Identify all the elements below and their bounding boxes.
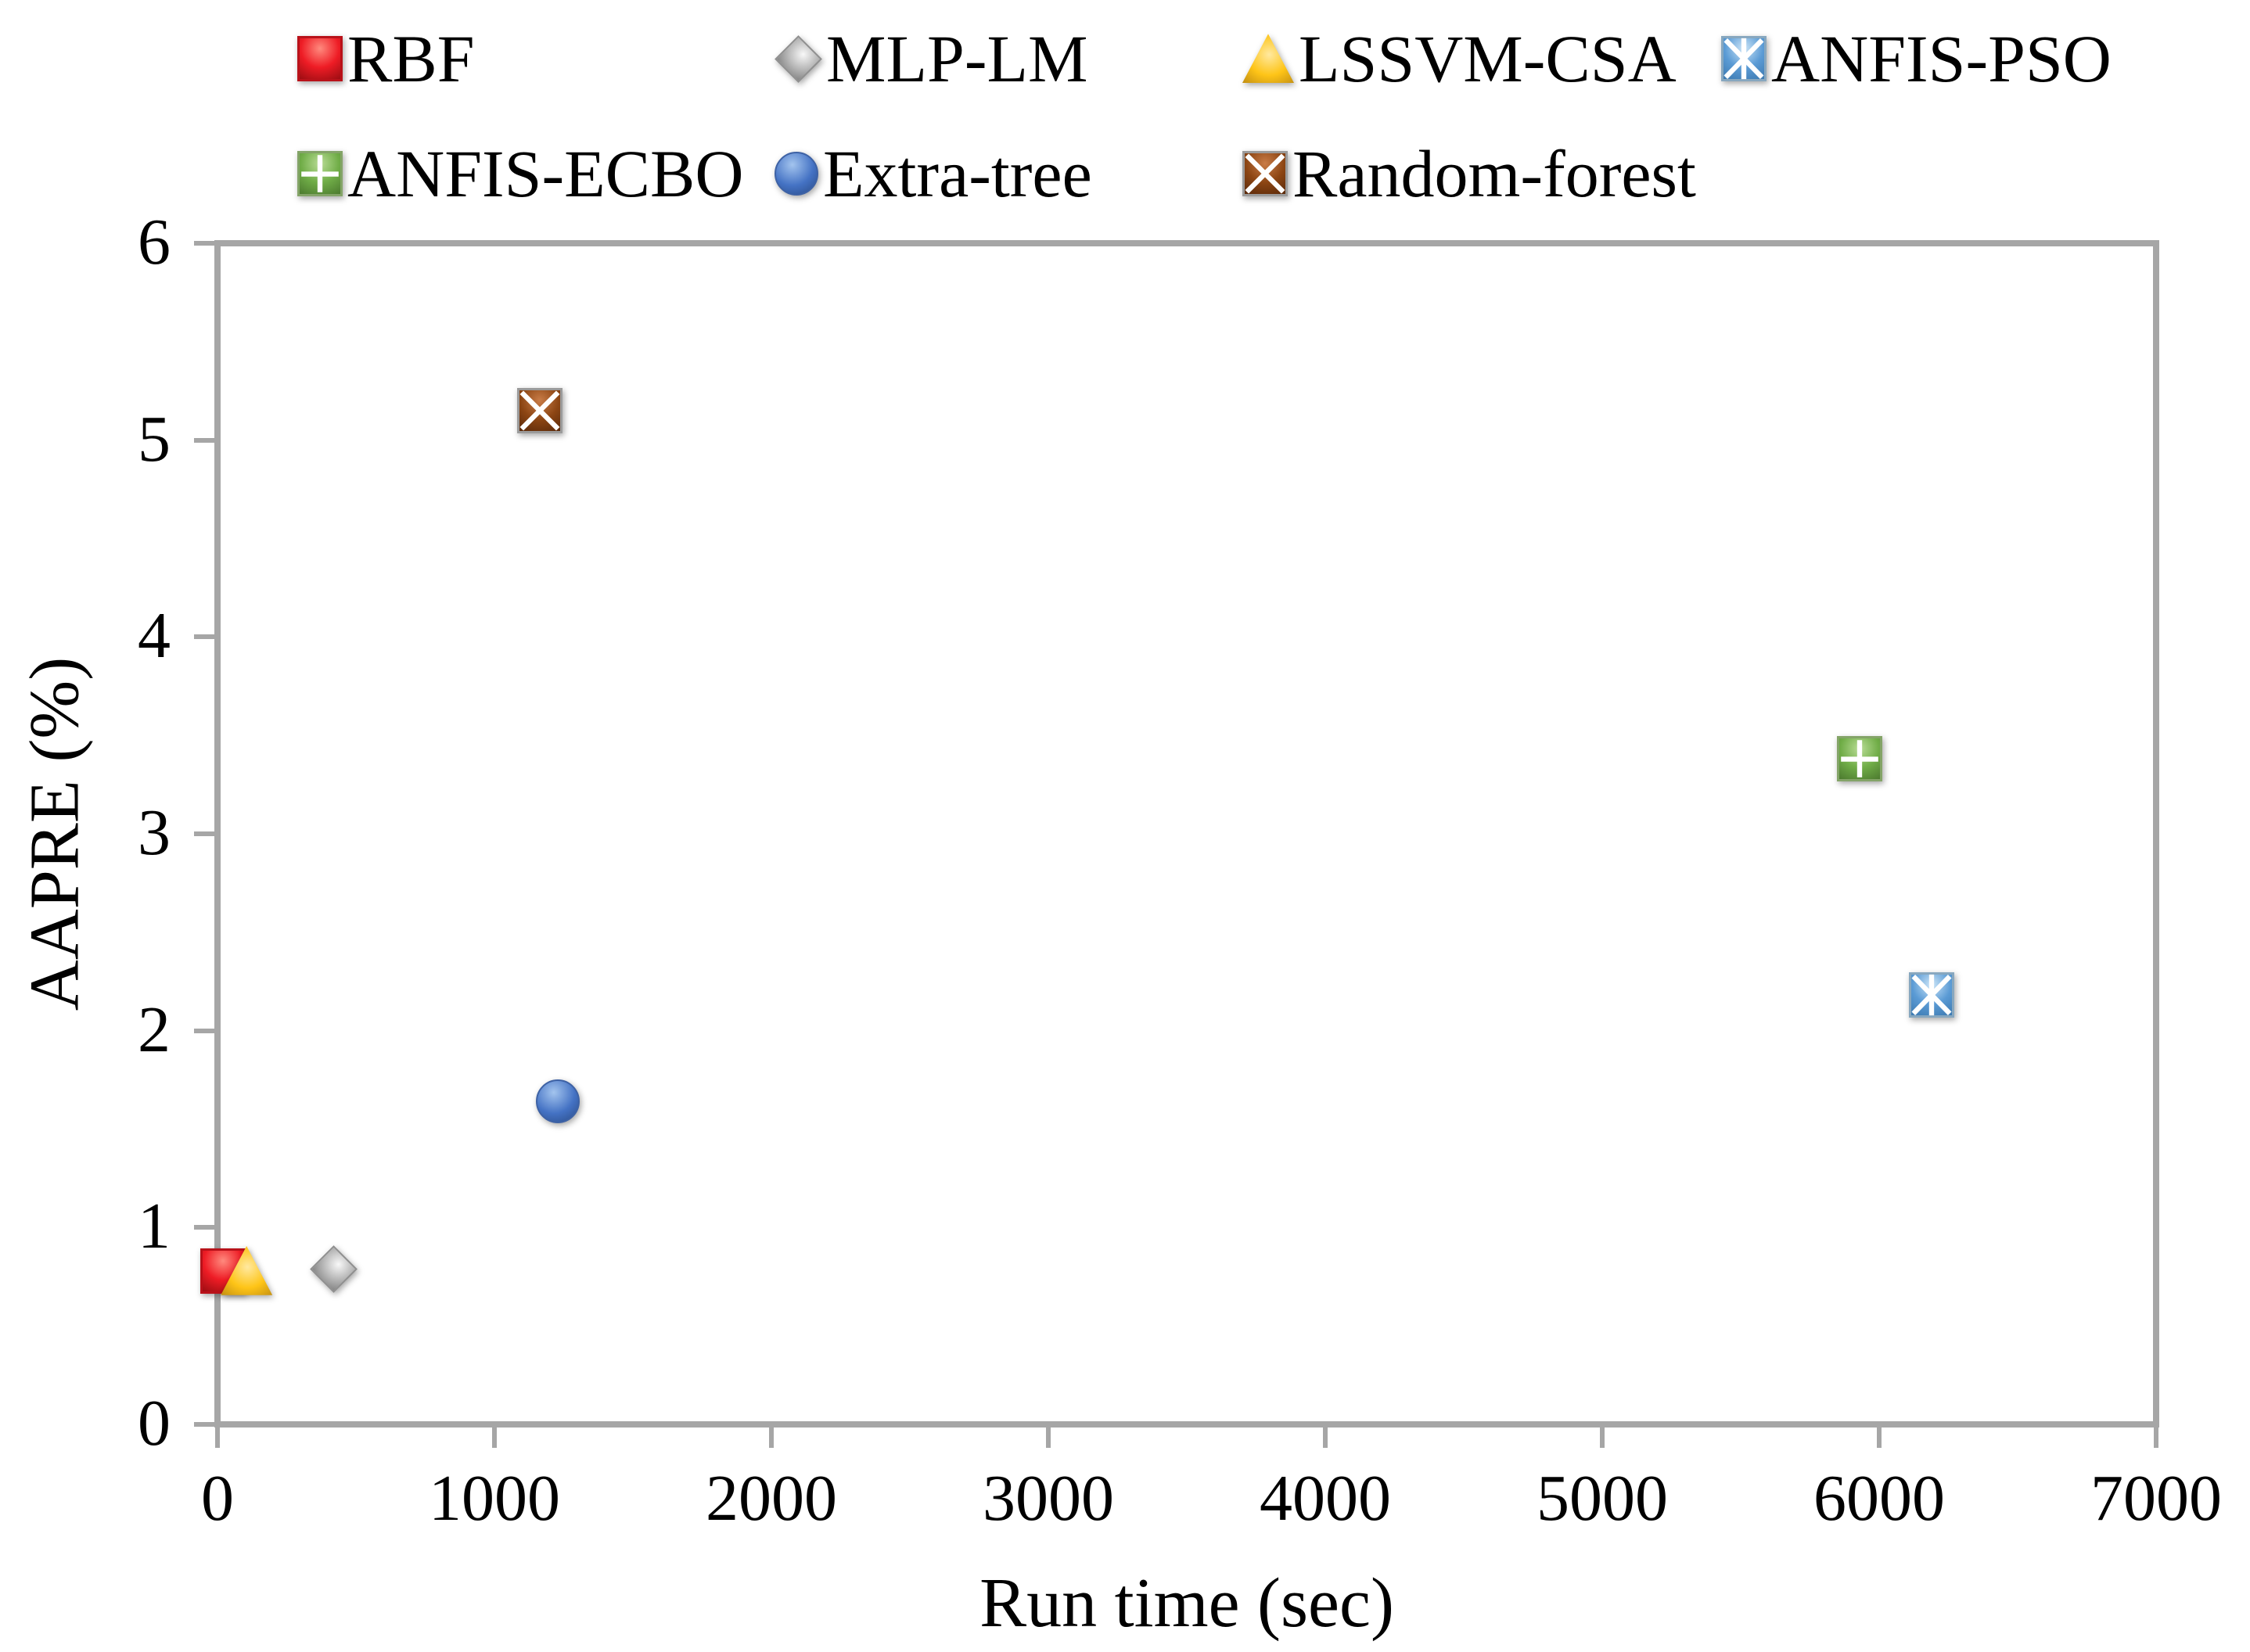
y-axis-title: AAPRE (%) [16,656,94,1011]
y-tick-label: 5 [138,402,171,476]
plus-glyph-icon [301,155,339,192]
marker-shape [221,1246,273,1295]
x-tick [1877,1428,1882,1448]
extra-tree-marker-icon [775,152,818,196]
plus-glyph-icon [1841,740,1878,778]
data-point-mlp-lm [310,1244,358,1293]
random-forest-marker-icon [1242,151,1288,196]
x-tick-label: 4000 [1260,1462,1391,1535]
x-tick-label: 6000 [1813,1462,1945,1535]
rbf-marker-icon [297,36,343,81]
x-tick [769,1428,774,1448]
x-tick-label: 3000 [983,1462,1114,1535]
legend-item-random-forest: Random-forest [1242,138,1696,209]
x-tick-label: 1000 [429,1462,560,1535]
x-tick [215,1428,220,1448]
y-tick [194,437,214,443]
x-tick-label: 7000 [2090,1462,2222,1535]
x-tick [1046,1428,1051,1448]
y-tick [194,831,214,836]
marker-shape [310,1244,358,1293]
x-glyph-icon [519,390,560,431]
y-tick-label: 6 [138,206,171,278]
legend-label: ANFIS-ECBO [347,136,744,211]
lssvm-csa-marker-icon [221,1245,273,1297]
x-tick [1600,1428,1605,1448]
legend-label: ANFIS-PSO [1771,21,2112,96]
legend-label: Extra-tree [823,136,1092,211]
y-tick [194,1225,214,1230]
random-forest-marker-icon [517,387,563,433]
data-point-lssvm-csa [221,1245,273,1297]
y-tick [194,241,214,246]
x-tick-label: 2000 [706,1462,837,1535]
x-axis-title: Run time (sec) [979,1564,1394,1642]
marker-shape [775,152,818,196]
x-tick [1323,1428,1328,1448]
asterisk-glyph-icon [1911,975,1952,1016]
y-tick-label: 1 [138,1190,171,1263]
y-tick-label: 2 [138,993,171,1066]
plot-area [214,240,2159,1428]
legend-item-lssvm-csa: LSSVM-CSA [1242,23,1677,94]
x-tick-label: 5000 [1537,1462,1668,1535]
anfis-ecbo-marker-icon [297,151,343,196]
anfis-pso-marker-icon [1909,972,1955,1018]
extra-tree-marker-icon [536,1079,580,1124]
legend-label: LSSVM-CSA [1299,21,1677,96]
data-point-random-forest [517,387,563,433]
lssvm-csa-marker-icon [1242,33,1294,84]
legend-label: RBF [347,21,475,96]
marker-shape [536,1079,580,1124]
y-tick-label: 0 [138,1387,171,1460]
legend-item-anfis-ecbo: ANFIS-ECBO [297,138,744,209]
data-point-anfis-ecbo [1837,736,1883,782]
legend-item-extra-tree: Extra-tree [775,138,1092,209]
marker-shape [774,34,822,83]
marker-shape [1242,34,1294,84]
data-point-anfis-pso [1909,972,1955,1018]
x-tick-label: 0 [201,1462,234,1535]
asterisk-glyph-icon [1723,38,1764,80]
mlp-lm-marker-icon [310,1244,358,1293]
y-tick [194,1422,214,1427]
y-tick-label: 3 [138,796,171,869]
anfis-pso-marker-icon [1721,36,1767,81]
y-tick [194,1028,214,1033]
legend-label: MLP-LM [826,21,1088,96]
legend-item-mlp-lm: MLP-LM [774,21,1088,96]
x-glyph-icon [1245,153,1285,194]
legend-label: Random-forest [1292,136,1696,211]
marker-shape [297,36,343,81]
y-tick [194,634,214,640]
mlp-lm-marker-icon [774,34,822,83]
anfis-ecbo-marker-icon [1837,736,1883,782]
legend-item-anfis-pso: ANFIS-PSO [1721,23,2112,94]
data-point-extra-tree [536,1079,580,1124]
x-tick [2154,1428,2158,1448]
x-tick [492,1428,497,1448]
legend-item-rbf: RBF [297,23,475,94]
y-tick-label: 4 [138,599,171,673]
